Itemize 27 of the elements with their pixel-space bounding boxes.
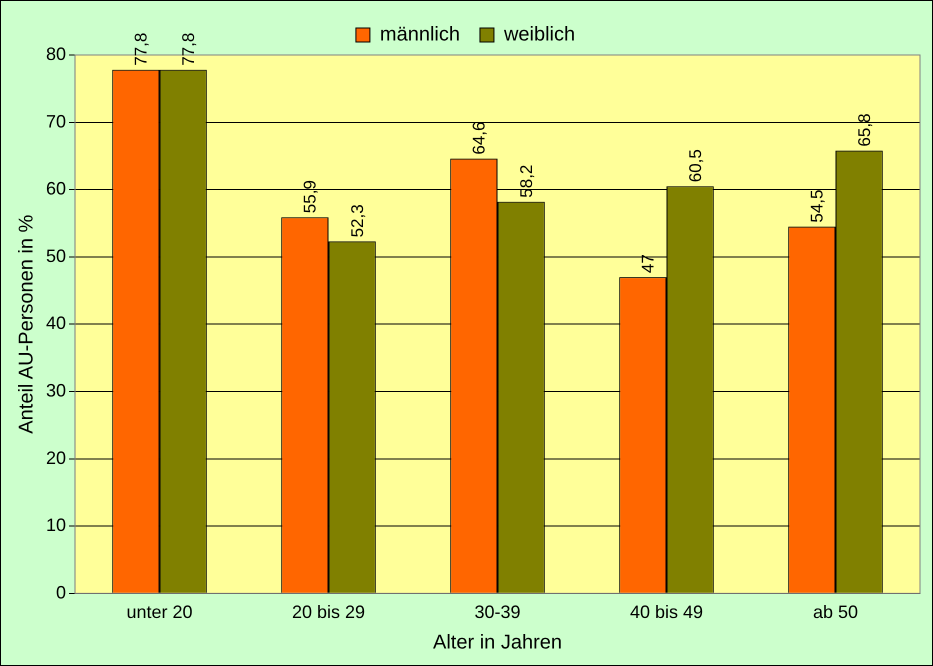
y-tick-label: 10 <box>46 515 66 536</box>
y-tick-label: 80 <box>46 44 66 64</box>
legend-label: weiblich <box>502 24 576 46</box>
data-label: 54,5 <box>808 190 827 223</box>
x-tick-label: 20 bis 29 <box>292 602 366 622</box>
y-tick-label: 20 <box>46 448 66 468</box>
y-axis-title: Anteil AU-Personen in % <box>16 214 38 434</box>
y-tick-label: 30 <box>46 380 66 400</box>
x-tick-label: ab 50 <box>812 602 858 622</box>
y-tick-label: 70 <box>46 111 66 132</box>
x-tick-label: 30-39 <box>474 602 521 622</box>
y-tick-label: 50 <box>46 246 66 266</box>
y-tick-label: 60 <box>46 178 66 199</box>
data-label: 58,2 <box>516 164 536 198</box>
x-tick-label: 40 bis 49 <box>630 602 704 622</box>
y-tick-label: 40 <box>46 313 66 334</box>
legend-label: männlich <box>380 24 460 46</box>
data-label: 77,8 <box>132 32 151 66</box>
data-label: 65,8 <box>854 113 874 147</box>
y-tick-label: 0 <box>56 582 66 602</box>
data-label: 52,3 <box>348 204 367 238</box>
x-axis-title: Alter in Jahren <box>433 632 562 654</box>
data-label: 60,5 <box>686 149 705 182</box>
x-tick-label: unter 20 <box>126 602 193 622</box>
data-label: 55,9 <box>300 180 320 214</box>
data-label: 77,8 <box>178 32 198 66</box>
data-label: 64,6 <box>470 122 489 155</box>
